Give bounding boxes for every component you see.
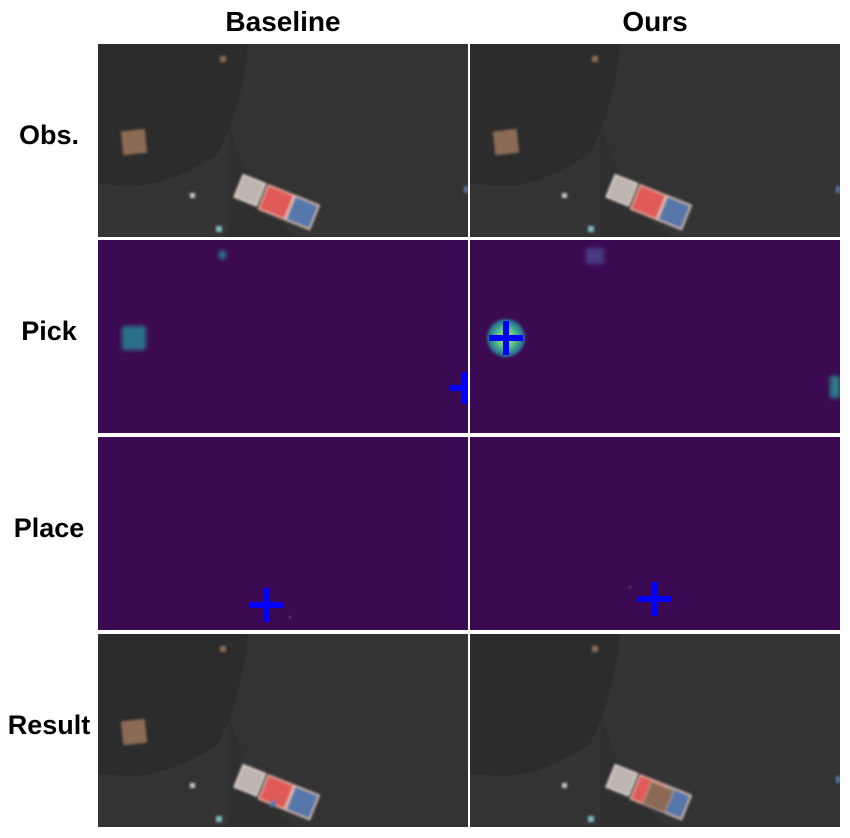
table-shadow: [600, 124, 670, 237]
panel-place-baseline: [98, 437, 468, 630]
result-baseline-image: [98, 634, 468, 827]
object-brown-block: [492, 128, 520, 156]
object-red-block: [629, 183, 668, 221]
object-small-gray: [190, 783, 195, 788]
result-ours-image: [470, 634, 840, 827]
heatmap-speck: [628, 585, 632, 589]
object-edge-blue: [836, 186, 840, 193]
row-label-place: Place: [13, 513, 85, 543]
panel-result-baseline: [98, 634, 468, 827]
pick-marker-icon: [489, 321, 523, 355]
heatmap-blob: [586, 248, 604, 264]
pick-marker-icon: [450, 372, 468, 404]
object-blue-block: [284, 784, 321, 821]
object-small-brown: [220, 56, 226, 62]
row-label-obs: Obs.: [18, 120, 79, 150]
place-ours-heatmap: [470, 437, 840, 630]
obs-baseline-image: [98, 44, 468, 237]
panel-obs-ours: [470, 44, 840, 237]
panel-pick-ours: [470, 240, 840, 433]
object-small-teal: [588, 816, 594, 822]
obs-ours-image: [470, 44, 840, 237]
object-gray-block: [233, 763, 267, 797]
object-small-teal: [588, 226, 594, 232]
table-shadow: [600, 714, 670, 827]
heatmap-blob: [219, 251, 226, 259]
object-small-brown: [592, 646, 598, 652]
object-small-gray: [562, 193, 567, 198]
heatmap-background: [98, 240, 468, 433]
place-baseline-heatmap: [98, 437, 468, 630]
object-small-blue-placed: [270, 801, 276, 807]
column-title-baseline: Baseline: [225, 6, 341, 37]
object-gray-block: [233, 173, 267, 207]
table-shadow: [470, 634, 620, 776]
heatmap-background: [98, 437, 468, 630]
column-title-ours: Ours: [622, 6, 688, 37]
place-marker-icon: [250, 588, 284, 622]
object-blue-block: [284, 194, 321, 231]
row-label-pick: Pick: [21, 316, 77, 346]
heatmap-background: [470, 240, 840, 433]
heatmap-blob: [122, 326, 146, 350]
heatmap-blob: [830, 376, 840, 398]
object-gray-block: [605, 763, 639, 797]
pick-ours-heatmap: [470, 240, 840, 433]
panel-obs-baseline: [98, 44, 468, 237]
place-marker-icon: [638, 582, 672, 616]
object-edge-blue: [836, 776, 840, 783]
object-small-teal: [216, 816, 222, 822]
pick-baseline-heatmap: [98, 240, 468, 433]
object-brown-block: [120, 128, 148, 156]
object-gray-block: [605, 173, 639, 207]
panel-result-ours: [470, 634, 840, 827]
object-edge-blue: [464, 186, 468, 193]
table-shadow: [228, 124, 298, 237]
heatmap-speck: [288, 615, 292, 619]
object-small-teal: [216, 226, 222, 232]
object-red-block: [257, 183, 296, 221]
object-brown-block-placed: [641, 780, 675, 814]
panel-pick-baseline: [98, 240, 468, 433]
object-small-gray: [562, 783, 567, 788]
table-shadow: [228, 714, 298, 827]
object-small-brown: [220, 646, 226, 652]
object-brown-block: [120, 718, 148, 746]
row-label-result: Result: [7, 710, 91, 740]
object-small-brown: [592, 56, 598, 62]
panel-place-ours: [470, 437, 840, 630]
object-blue-block: [656, 194, 693, 231]
object-small-gray: [190, 193, 195, 198]
